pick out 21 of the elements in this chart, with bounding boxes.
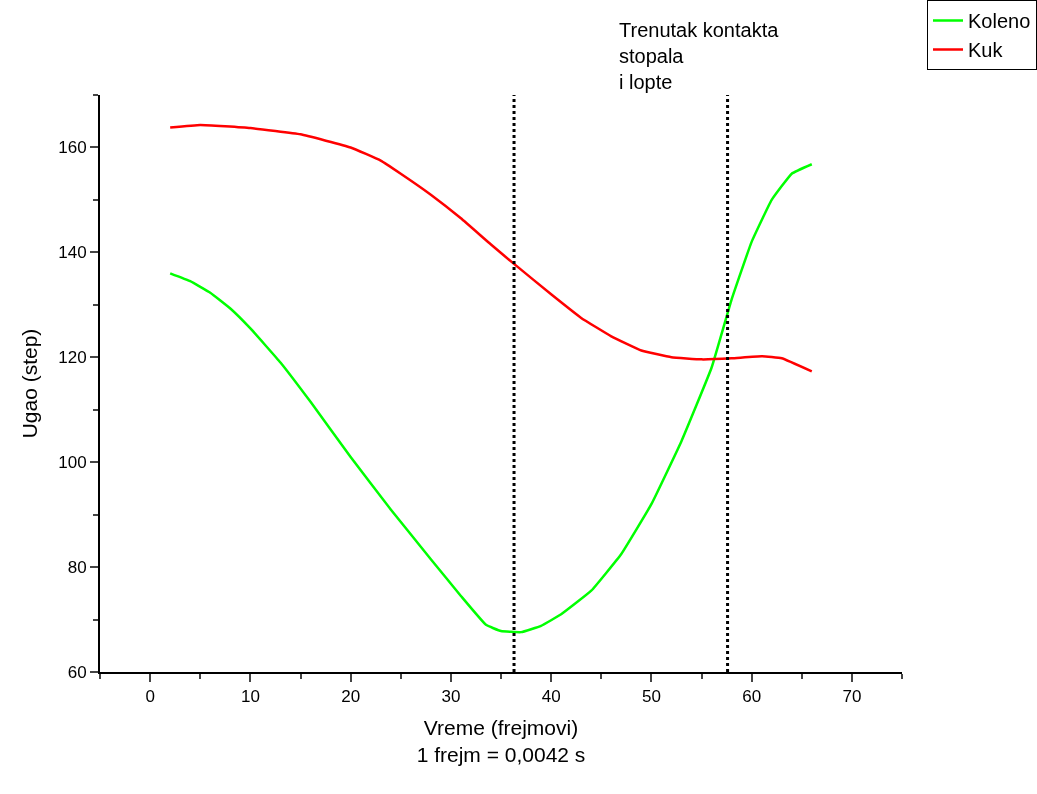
legend-label: Kuk (968, 39, 1004, 62)
text: Trenutak kontakta stopala i lopte (619, 19, 780, 93)
x-tick-label: 20 (341, 687, 361, 707)
line-series (168, 162, 814, 634)
x-tick-label: 40 (541, 687, 561, 707)
line-series (168, 123, 814, 373)
y-tick-label: 140 (58, 243, 87, 263)
x-tick-label: 30 (441, 687, 461, 707)
x-axis-title: Vreme (frejmovi) 1 frejm = 0,0042 s (416, 716, 586, 767)
y-tick-label: 100 (58, 453, 87, 473)
x-tick-label: 50 (641, 687, 661, 707)
y-tick-label: 160 (58, 138, 87, 158)
legend-label: Koleno (968, 10, 1031, 33)
x-tick-label: 10 (240, 687, 260, 707)
y-tick-label: 120 (58, 348, 87, 368)
x-tick-label: 70 (842, 687, 862, 707)
y-tick-label: 80 (67, 558, 87, 578)
x-tick-label: 0 (145, 687, 155, 707)
x-tick-label: 60 (742, 687, 762, 707)
y-tick-label: 60 (67, 662, 87, 682)
y-axis-title: Ugao (step) (17, 328, 41, 439)
